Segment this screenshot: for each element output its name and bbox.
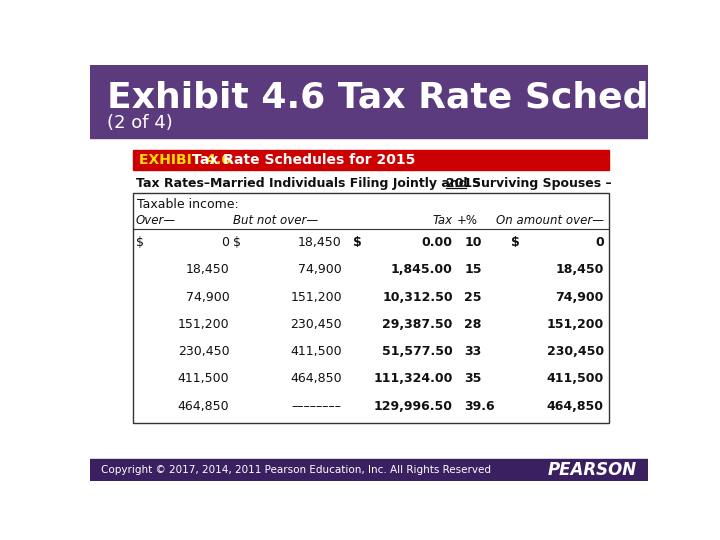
Text: 151,200: 151,200 (546, 318, 604, 331)
Text: 230,450: 230,450 (290, 318, 342, 331)
Text: 10: 10 (464, 236, 482, 249)
Text: PEARSON: PEARSON (548, 461, 637, 479)
Text: 464,850: 464,850 (178, 400, 230, 413)
Text: Taxable income:: Taxable income: (138, 198, 239, 212)
Text: 111,324.00: 111,324.00 (374, 373, 453, 386)
Text: 74,900: 74,900 (298, 263, 342, 276)
Text: 0.00: 0.00 (422, 236, 453, 249)
Text: 411,500: 411,500 (290, 345, 342, 358)
Text: EXHIBIT 4.6: EXHIBIT 4.6 (139, 152, 235, 166)
Text: 129,996.50: 129,996.50 (374, 400, 453, 413)
Bar (132, 150, 609, 170)
Text: +%: +% (456, 214, 477, 227)
Bar (90, 65, 648, 138)
Bar (132, 193, 609, 423)
Text: Over—: Over— (136, 214, 176, 227)
Text: $: $ (233, 236, 241, 249)
Text: 230,450: 230,450 (178, 345, 230, 358)
Text: 74,900: 74,900 (555, 291, 604, 303)
Text: ––––––––: –––––––– (292, 400, 342, 413)
Text: $: $ (136, 236, 144, 249)
Text: $: $ (354, 236, 362, 249)
Text: 51,577.50: 51,577.50 (382, 345, 453, 358)
Text: On amount over—: On amount over— (496, 214, 604, 227)
Text: $: $ (510, 236, 520, 249)
Text: 151,200: 151,200 (290, 291, 342, 303)
Text: 2015: 2015 (446, 177, 481, 190)
Text: 230,450: 230,450 (546, 345, 604, 358)
Text: 18,450: 18,450 (186, 263, 230, 276)
Bar (90, 459, 648, 481)
Text: Tax: Tax (433, 214, 453, 227)
Text: Tax Rate Schedules for 2015: Tax Rate Schedules for 2015 (192, 152, 415, 166)
Text: 39.6: 39.6 (464, 400, 495, 413)
Text: 18,450: 18,450 (298, 236, 342, 249)
Text: Copyright © 2017, 2014, 2011 Pearson Education, Inc. All Rights Reserved: Copyright © 2017, 2014, 2011 Pearson Edu… (101, 465, 491, 475)
Text: 25: 25 (464, 291, 482, 303)
Text: But not over—: But not over— (233, 214, 318, 227)
Text: 411,500: 411,500 (546, 373, 604, 386)
Text: 10,312.50: 10,312.50 (382, 291, 453, 303)
Text: 464,850: 464,850 (546, 400, 604, 413)
Text: 74,900: 74,900 (186, 291, 230, 303)
Text: 151,200: 151,200 (178, 318, 230, 331)
Text: 35: 35 (464, 373, 482, 386)
Text: 464,850: 464,850 (290, 373, 342, 386)
Text: 29,387.50: 29,387.50 (382, 318, 453, 331)
Text: (2 of 4): (2 of 4) (107, 113, 173, 132)
Text: 28: 28 (464, 318, 482, 331)
Text: 18,450: 18,450 (555, 263, 604, 276)
Text: 15: 15 (464, 263, 482, 276)
Text: 1,845.00: 1,845.00 (391, 263, 453, 276)
Text: 0: 0 (595, 236, 604, 249)
Text: 33: 33 (464, 345, 482, 358)
Text: 0: 0 (222, 236, 230, 249)
Text: Tax Rates–Married Individuals Filing Jointly and Surviving Spouses –: Tax Rates–Married Individuals Filing Joi… (136, 177, 616, 190)
Text: 411,500: 411,500 (178, 373, 230, 386)
Text: Exhibit 4.6 Tax Rate Schedules for 2015: Exhibit 4.6 Tax Rate Schedules for 2015 (107, 80, 720, 114)
